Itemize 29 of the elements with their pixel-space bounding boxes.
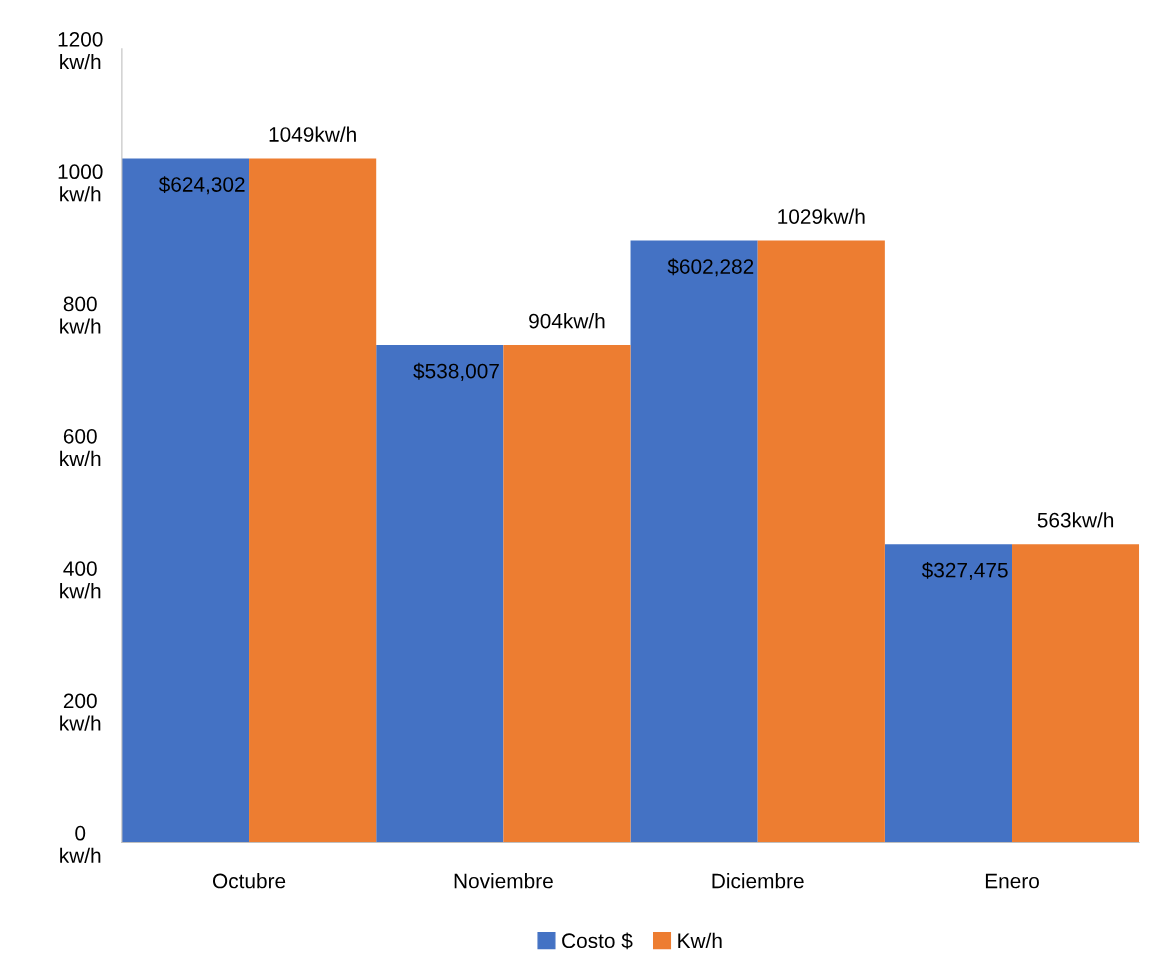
y-tick-label: 600 kw/h [60, 428, 101, 467]
annotation: 1049kw/h [269, 126, 356, 142]
x-tick-label: Diciembre [712, 873, 804, 889]
x-tick-label: Enero [985, 873, 1039, 889]
bar [1012, 544, 1140, 843]
y-tick-label: 1000 kw/h [58, 164, 103, 202]
annotation: $624,302 [158, 176, 245, 195]
annotation: 1029kw/h [778, 208, 865, 224]
legend-label: Costo $ [562, 932, 633, 950]
x-tick-label: Noviembre [454, 873, 553, 889]
y-tick-label: 200 kw/h [60, 693, 101, 731]
bar [884, 544, 1013, 843]
legend-label: Kw/h [678, 932, 722, 949]
y-tick-label: 0 kw/h [60, 825, 101, 863]
x-tick-label: Octubre [212, 873, 286, 889]
annotation: $538,007 [413, 362, 499, 381]
annotation: $602,282 [667, 258, 754, 277]
bar [249, 158, 377, 843]
bar [376, 345, 504, 843]
y-tick-label: 1200 kw/h [58, 31, 103, 70]
annotation: 563kw/h [1037, 512, 1114, 528]
bar [757, 240, 885, 843]
bar [121, 158, 250, 843]
annotation: $327,475 [921, 561, 1008, 580]
bar [503, 345, 631, 843]
annotation: 904kw/h [529, 313, 605, 329]
y-tick-label: 800 kw/h [60, 296, 101, 334]
y-tick-label: 400 kw/h [60, 561, 101, 599]
bar [630, 240, 758, 843]
